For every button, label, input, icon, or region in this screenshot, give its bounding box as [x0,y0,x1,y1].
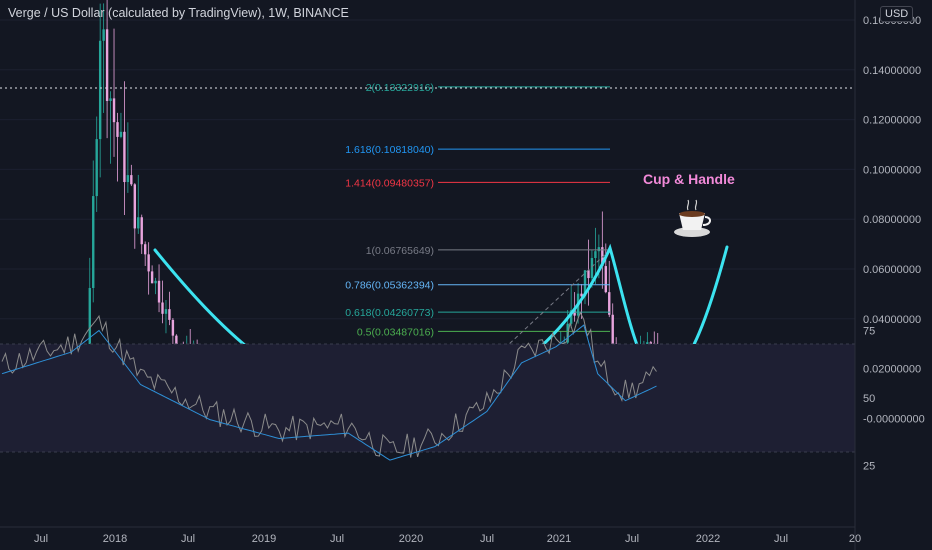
fib-level-label: 2(0.13322916) [366,82,434,94]
candle-body [590,258,594,279]
candle-body [109,98,112,101]
candle-body [98,40,102,140]
candle-body [594,251,597,259]
candle-body [604,266,607,293]
price-tick-label: 0.12000000 [863,115,921,127]
price-axis-bg [855,0,932,550]
candle-body [154,280,157,284]
coffee-cup-icon [674,199,711,237]
price-tick-label: -0.00000000 [863,413,925,425]
candle-body [147,254,150,272]
candle-body [583,270,587,297]
fib-level-label: 1(0.06765649) [366,245,434,257]
rsi-axis: 75 50 25 [863,326,875,473]
fib-level-label: 0.618(0.04260773) [345,307,434,319]
time-tick-label: 2018 [103,533,127,545]
price-tick-label: 0.04000000 [863,314,921,326]
steam-shape [686,199,698,211]
fib-level-label: 1.414(0.09480357) [345,177,434,189]
chart-title: Verge / US Dollar (calculated by Trading… [8,6,349,20]
candle-body [608,292,611,315]
rsi-tick-label: 50 [863,393,875,405]
candle-body [168,309,171,320]
candle-body [119,131,123,137]
rsi-ma-line [1,324,657,461]
time-tick-label: Jul [774,533,788,545]
target-line: 0.132519500.024690181d 7h [0,80,932,377]
price-tick-label: 0.14000000 [863,65,921,77]
time-tick-label: 20 [849,533,861,545]
price-axis[interactable]: 0.160000000.140000000.120000000.10000000… [854,0,932,550]
rsi-pane [0,311,932,461]
candle-body [102,29,105,41]
candle-body [112,98,116,123]
price-tick-label: 0.08000000 [863,214,921,226]
price-tick-label: 0.10000000 [863,164,921,176]
fib-trend-line [437,249,611,411]
candle-body [130,175,133,185]
candle-body [105,29,109,101]
time-axis[interactable]: Jul 2018 Jul 2019 Jul 2020 Jul 2021 Jul 2022 Jul 20 [0,526,861,545]
candle-body [157,280,161,303]
candle-body [95,139,98,197]
rsi-tick-label: 25 [863,461,875,473]
coffee-shape [679,211,705,217]
candle-body [175,335,178,350]
time-tick-label: 2020 [399,533,423,545]
candle-body [580,293,583,297]
candle-body [140,217,143,245]
candle-body [587,270,590,279]
candle-body [611,314,614,344]
candle-body [150,271,154,284]
time-tick-label: Jul [330,533,344,545]
time-tick-label: Jul [480,533,494,545]
cup-body-shape [679,213,705,230]
candle-body [88,287,91,392]
candle-body [92,196,95,288]
cup-handle-shape [702,216,711,226]
candle-body [171,319,175,336]
price-tick-label: 0.02000000 [863,364,921,376]
rsi-tick-label: 75 [863,326,875,338]
currency-button[interactable]: USD [880,6,914,22]
time-tick-label: 2021 [547,533,571,545]
time-tick-label: Jul [34,533,48,545]
time-tick-label: 2019 [252,533,276,545]
candle-body [573,310,576,316]
time-tick-label: Jul [625,533,639,545]
candle-body [649,342,653,344]
fib-level-label: 0.786(0.05362394) [345,280,434,292]
cup-handle-annotation: Cup & Handle [643,171,735,237]
candle-body [126,175,130,183]
time-tick-label: Jul [181,533,195,545]
fib-level-label: 1.618(0.10818040) [345,144,434,156]
candle-body [137,217,140,229]
price-tick-label: 0.06000000 [863,264,921,276]
rsi-band [0,344,855,452]
candle-body [161,302,164,314]
candle-body [597,247,601,252]
time-tick-label: 2022 [696,533,720,545]
candle-body [569,310,573,324]
candle-body [116,122,119,137]
annotation-label: Cup & Handle [643,171,735,187]
candle-body [123,131,126,183]
candle-body [143,244,147,255]
candle-body [164,309,168,314]
fib-level-label: 0.5(0.03487016) [357,326,434,338]
candle-body [133,184,136,229]
